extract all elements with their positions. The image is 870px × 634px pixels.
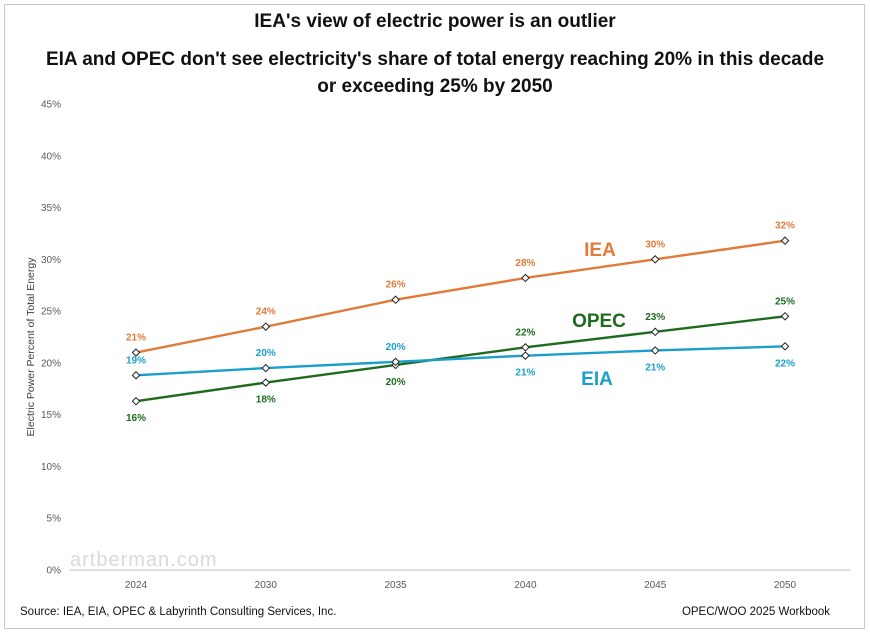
opec-data-label: 22% (515, 327, 535, 338)
opec-series-line (135, 315, 786, 403)
eia-data-point (780, 342, 790, 351)
x-tick-label: 2045 (644, 580, 667, 591)
x-tick-label: 2030 (255, 580, 278, 591)
eia-series-line (135, 345, 786, 377)
opec-data-label: 23% (645, 312, 665, 323)
iea-data-label: 24% (256, 307, 276, 318)
iea-data-point (261, 322, 271, 331)
iea-data-point (521, 273, 530, 283)
iea-data-label: 28% (515, 258, 535, 269)
eia-data-label: 21% (515, 368, 535, 379)
opec-data-point (650, 327, 660, 337)
iea-data-point (391, 295, 400, 305)
workbook-note: OPEC/WOO 2025 Workbook (681, 606, 830, 618)
y-tick-label: 0% (47, 566, 62, 577)
iea-data-label: 32% (775, 221, 795, 232)
eia-data-point (261, 363, 271, 373)
iea-series-name: IEA (584, 240, 616, 261)
iea-data-label: 30% (645, 239, 665, 250)
eia-data-label: 21% (645, 362, 665, 373)
opec-series-name: OPEC (572, 311, 626, 332)
iea-data-point (131, 348, 141, 357)
y-tick-label: 5% (47, 514, 62, 525)
eia-data-label: 20% (256, 348, 276, 359)
opec-data-point (131, 396, 141, 406)
chart-title: IEA's view of electric power is an outli… (254, 11, 616, 32)
eia-data-point (650, 346, 660, 355)
iea-data-point (780, 236, 790, 246)
x-tick-label: 2040 (514, 580, 537, 591)
opec-data-point (521, 343, 530, 352)
iea-series-line (135, 239, 786, 354)
y-tick-label: 45% (41, 100, 61, 111)
opec-data-point (261, 378, 271, 387)
eia-data-label: 19% (126, 355, 146, 366)
eia-data-point (521, 351, 530, 360)
y-tick-label: 15% (41, 410, 61, 421)
chart-subtitle-line-2: or exceeding 25% by 2050 (317, 76, 553, 97)
chart-subtitle-line-1: EIA and OPEC don't see electricity's sha… (45, 49, 825, 70)
opec-data-point (780, 311, 790, 321)
iea-data-label: 21% (126, 333, 146, 344)
source-note: Source: IEA, EIA, OPEC & Labyrinth Consu… (20, 606, 337, 618)
iea-data-point (650, 255, 660, 264)
y-tick-label: 35% (41, 203, 61, 214)
watermark: artberman.com (70, 549, 218, 571)
eia-data-label: 22% (775, 358, 795, 369)
x-tick-label: 2050 (774, 580, 797, 591)
y-tick-label: 30% (41, 255, 61, 266)
eia-series-name: EIA (581, 369, 613, 390)
x-tick-label: 2024 (125, 580, 148, 591)
eia-data-point (131, 371, 141, 380)
x-tick-label: 2035 (384, 580, 407, 591)
chart-frame (4, 4, 865, 629)
y-tick-label: 40% (41, 151, 61, 162)
eia-data-point (391, 357, 400, 367)
y-tick-label: 25% (41, 307, 61, 318)
opec-data-label: 20% (386, 377, 406, 388)
y-tick-label: 20% (41, 358, 61, 369)
opec-data-label: 25% (775, 296, 795, 307)
y-tick-label: 10% (41, 462, 61, 473)
y-axis-title: Electric Power Percent of Total Energy (25, 257, 37, 437)
eia-data-label: 20% (386, 342, 406, 353)
iea-data-label: 26% (386, 280, 406, 291)
opec-data-label: 18% (256, 395, 276, 406)
opec-data-label: 16% (126, 413, 146, 424)
